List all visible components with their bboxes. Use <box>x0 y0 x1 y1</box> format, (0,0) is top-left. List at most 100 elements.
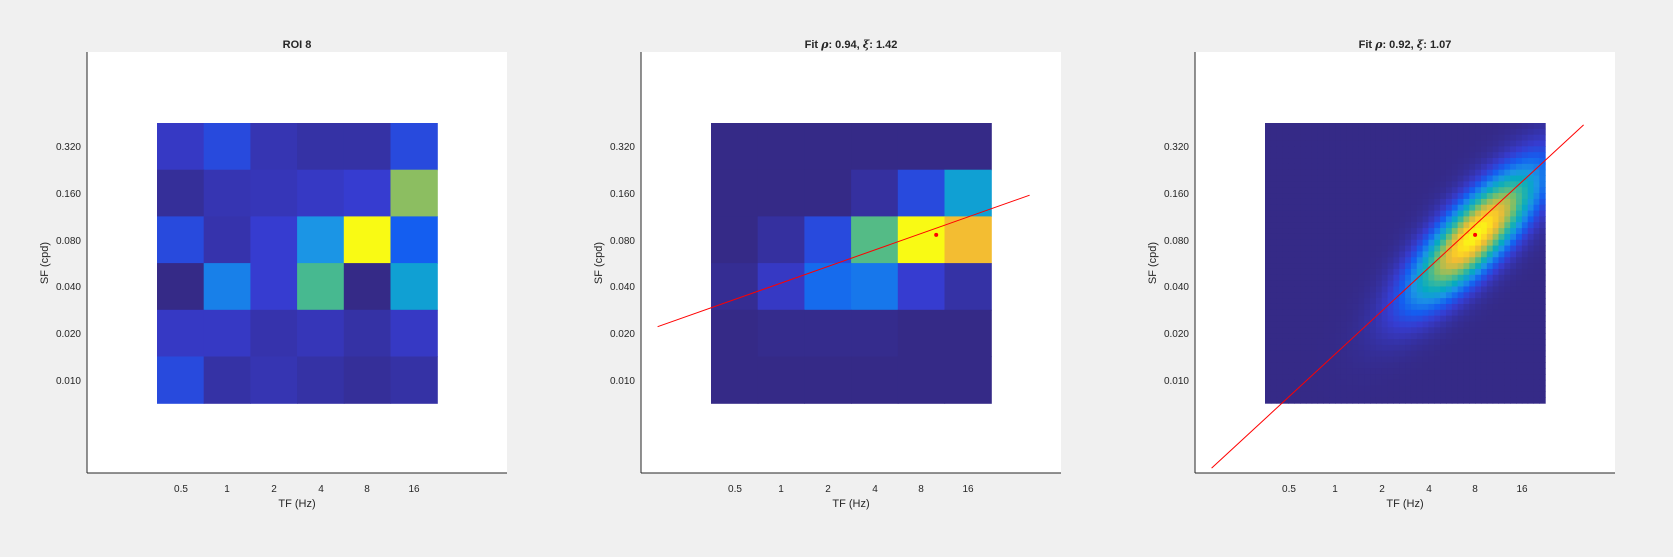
heatmap-cell <box>1323 350 1330 357</box>
y-tick-label: 0.010 <box>610 376 635 387</box>
heatmap-cell <box>1457 257 1464 264</box>
heatmap-cell <box>1510 181 1517 188</box>
fit-line <box>657 194 1030 328</box>
heatmap-cell <box>1486 333 1494 340</box>
heatmap-cell <box>1305 350 1313 357</box>
heatmap-cell <box>1486 385 1494 393</box>
heatmap-cell <box>1340 338 1348 346</box>
heatmap-cell <box>250 169 298 217</box>
heatmap-cell <box>1521 362 1529 369</box>
heatmap-cell <box>1434 175 1441 182</box>
heatmap-cell <box>1358 123 1365 130</box>
heatmap-cell <box>1422 374 1429 381</box>
heatmap-cell <box>1311 268 1319 276</box>
heatmap-cell <box>1317 298 1324 305</box>
heatmap-cell <box>1434 193 1441 200</box>
heatmap-cell <box>1504 210 1511 217</box>
heatmap-cell <box>1533 368 1540 375</box>
heatmap-cell <box>1457 193 1464 200</box>
heatmap-cell <box>1463 198 1470 206</box>
heatmap-cell <box>1364 338 1371 346</box>
heatmap-cell <box>1527 175 1535 182</box>
heatmap-cell <box>1428 263 1435 270</box>
heatmap-cell <box>1457 298 1464 305</box>
heatmap-cell <box>1410 315 1418 322</box>
heatmap-cell <box>1422 268 1429 276</box>
heatmap-cell <box>1317 344 1324 352</box>
heatmap-cell <box>1416 146 1424 153</box>
heatmap-cell <box>1346 158 1354 165</box>
heatmap-cell <box>1265 198 1272 206</box>
heatmap-cell <box>1346 280 1354 287</box>
heatmap-cell <box>1311 292 1319 299</box>
heatmap-cell <box>1516 263 1523 270</box>
heatmap-cell <box>1270 292 1278 299</box>
heatmap-cell <box>1311 333 1319 340</box>
heatmap-cell <box>1434 379 1441 387</box>
heatmap-cell <box>1399 158 1406 165</box>
heatmap-cell <box>1434 198 1441 206</box>
heatmap-cell <box>1346 333 1354 340</box>
heatmap-cell <box>1457 356 1464 363</box>
heatmap-cell <box>1405 169 1412 177</box>
heatmap-cell <box>1294 298 1301 305</box>
heatmap-cell <box>1370 356 1377 363</box>
heatmap-cell <box>1393 315 1400 322</box>
heatmap-cell <box>1533 228 1540 235</box>
heatmap-cell <box>1358 397 1365 404</box>
heatmap-cell <box>1352 181 1359 188</box>
heatmap-cell <box>1300 385 1307 393</box>
heatmap-cell <box>1451 158 1459 165</box>
heatmap-cell <box>1434 251 1441 258</box>
heatmap-cell <box>1381 280 1389 287</box>
heatmap-cell <box>1399 315 1406 322</box>
heatmap-cell <box>1305 204 1313 212</box>
heatmap-cell <box>1399 140 1406 147</box>
heatmap-cell <box>1387 280 1394 287</box>
heatmap-cell <box>1469 152 1476 159</box>
heatmap-cell <box>1370 379 1377 387</box>
heatmap-cell <box>1504 181 1511 188</box>
heatmap-cell <box>1381 251 1389 258</box>
heatmap-cell <box>1405 368 1412 375</box>
panel-fit-1: Fit ρ: 0.94, ξ: 1.42 0.5 1 2 4 8 16 0.32… <box>593 38 1061 510</box>
heatmap-cell <box>1381 333 1389 340</box>
chart-title: ROI 8 <box>283 39 312 51</box>
x-tick-label: 1 <box>778 484 784 495</box>
heatmap-cell <box>1305 321 1313 328</box>
heatmap-cell <box>1416 245 1424 252</box>
heatmap-cell <box>1516 257 1523 264</box>
heatmap-cell <box>1393 204 1400 212</box>
heatmap-cell <box>1282 362 1289 369</box>
heatmap-cell <box>1527 204 1535 212</box>
heatmap-cell <box>1288 333 1295 340</box>
heatmap-cell <box>1445 338 1453 346</box>
heatmap-cell <box>1463 280 1470 287</box>
heatmap-cell <box>1463 193 1470 200</box>
heatmap-cell <box>1434 333 1441 340</box>
heatmap-cell <box>1405 163 1412 171</box>
heatmap-cell <box>1393 280 1400 287</box>
heatmap-cell <box>1340 216 1348 223</box>
heatmap-cell <box>1300 321 1307 328</box>
heatmap-cell <box>1323 181 1330 188</box>
heatmap-cell <box>1498 268 1505 276</box>
heatmap-cell <box>1393 274 1400 282</box>
heatmap-cell <box>1270 315 1278 322</box>
y-tick-label: 0.160 <box>56 189 81 200</box>
heatmap-cell <box>1498 298 1505 305</box>
heatmap-cell <box>1510 228 1517 235</box>
heatmap-cell <box>1311 374 1319 381</box>
heatmap-cell <box>1469 239 1476 247</box>
heatmap-cell <box>1340 333 1348 340</box>
heatmap-cell <box>1358 321 1365 328</box>
heatmap-cell <box>1346 344 1354 352</box>
heatmap-cell <box>1527 286 1535 293</box>
heatmap-cell <box>1516 280 1523 287</box>
heatmap-cell <box>1469 379 1476 387</box>
heatmap-cell <box>1510 175 1517 182</box>
heatmap-cell <box>1323 187 1330 194</box>
heatmap-cell <box>1410 128 1418 136</box>
heatmap-cell <box>1323 163 1330 171</box>
heatmap-cell <box>1463 315 1470 322</box>
